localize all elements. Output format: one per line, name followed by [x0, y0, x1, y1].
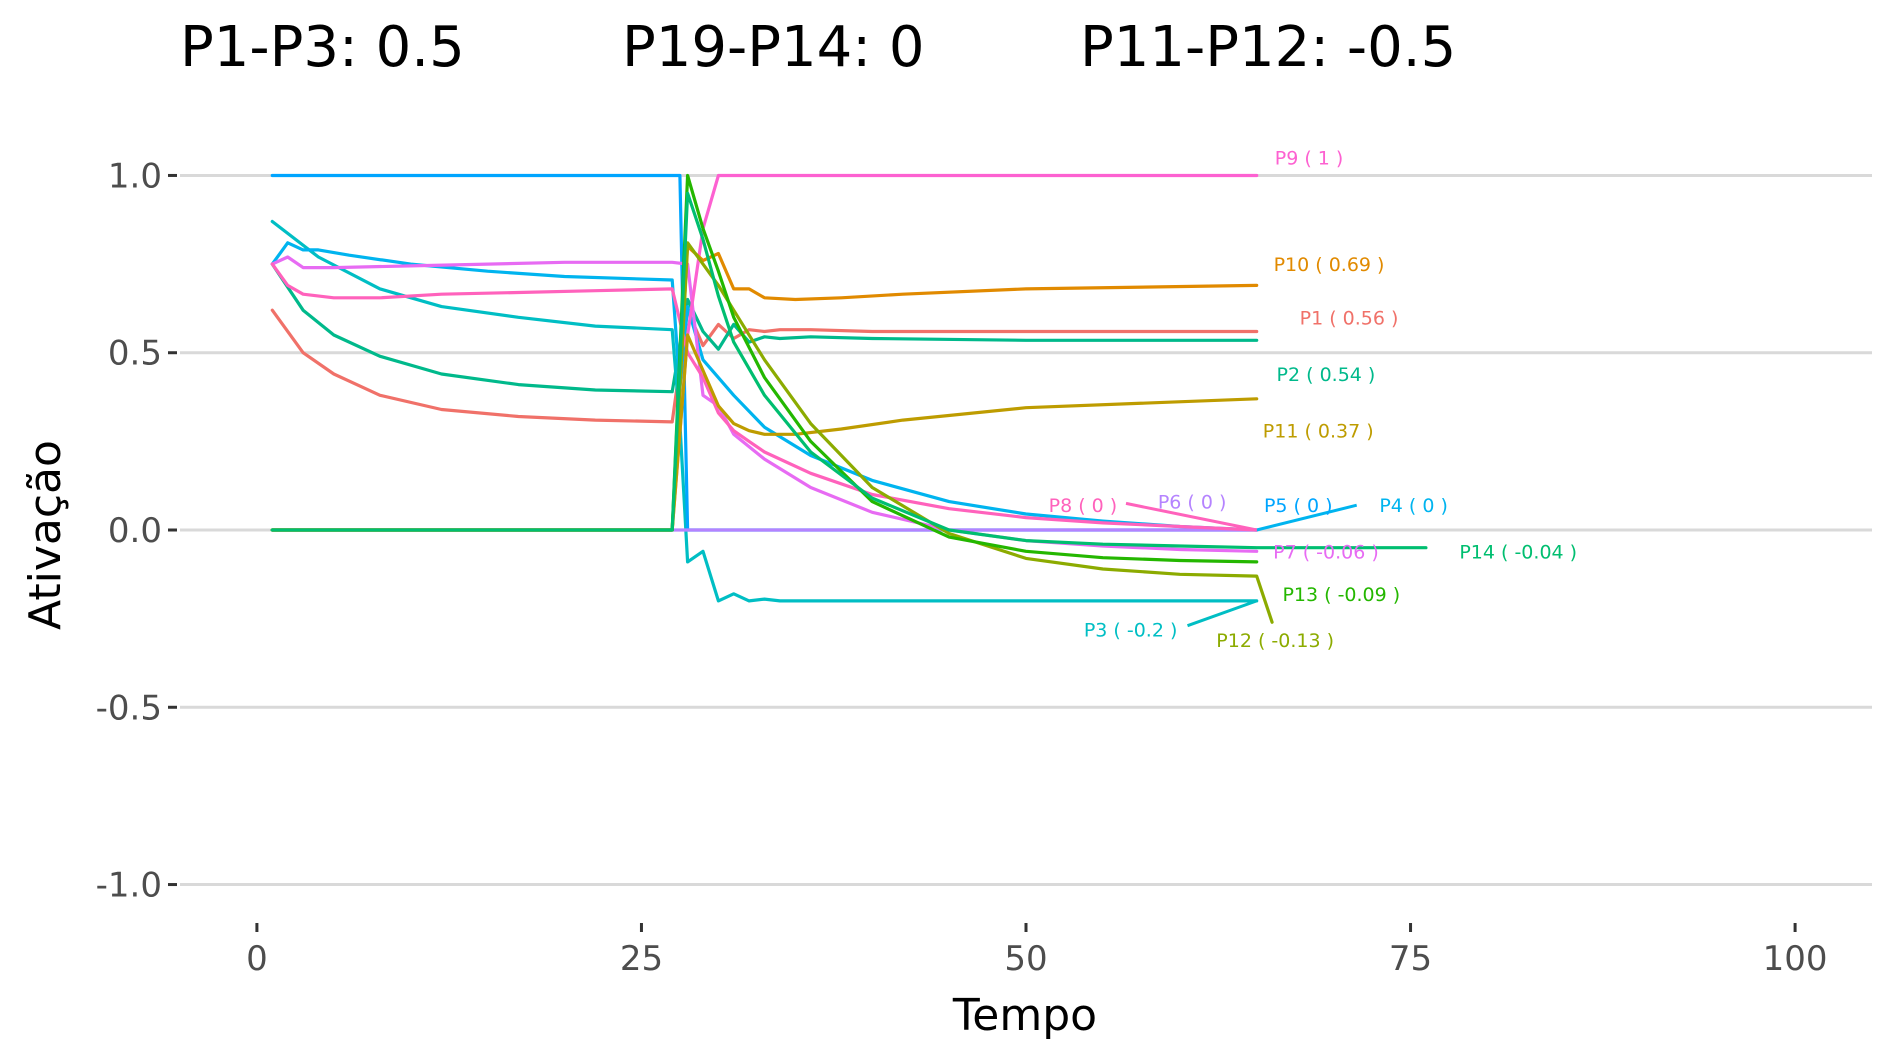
series-lines [270, 173, 1428, 624]
series-label-p11: P11 ( 0.37 ) [1263, 421, 1374, 443]
series-label-p12: P12 ( -0.13 ) [1216, 630, 1334, 652]
series-labels: P1 ( 0.56 ) P2 ( 0.54 ) P3 ( -0.2 ) P4 ( 0 … [1049, 148, 1577, 652]
series-line-p8 [270, 262, 1259, 532]
title-part-p1-p3: P1-P3: 0.5 [180, 15, 465, 80]
x-tick-label: 25 [620, 939, 663, 979]
series-line-p12 [270, 241, 1274, 624]
y-tick-label: 1.0 [108, 156, 162, 196]
title-part-p11-p12: P11-P12: -0.5 [1080, 15, 1456, 80]
x-tick-label: 0 [246, 939, 268, 979]
series-label-p4: P4 ( 0 ) [1379, 495, 1448, 517]
series-label-p1: P1 ( 0.56 ) [1300, 307, 1399, 329]
series-label-p9: P9 ( 1 ) [1275, 148, 1344, 170]
series-label-p5: P5 ( 0 ) [1264, 495, 1333, 517]
series-label-p8: P8 ( 0 ) [1049, 495, 1118, 517]
series-line-p3 [270, 219, 1259, 603]
leader-line-p8 [1125, 501, 1257, 532]
series-line-p4 [270, 241, 1259, 532]
series-label-p7: P7 ( -0.06 ) [1273, 541, 1379, 563]
series-label-p14: P14 ( -0.04 ) [1459, 541, 1577, 563]
series-line-p13 [270, 173, 1259, 564]
x-axis: 0 25 50 75 100 [246, 923, 1828, 979]
y-tick-label: -1.0 [96, 866, 162, 906]
y-tick-label: 0.0 [108, 511, 162, 551]
title-part-p19-p14: P19-P14: 0 [622, 15, 925, 80]
label-leaders [1125, 501, 1358, 628]
series-line-p11 [270, 333, 1259, 532]
y-axis: -1.0 -0.5 0.0 0.5 1.0 [96, 156, 177, 906]
x-tick-label: 50 [1004, 939, 1047, 979]
series-label-p13: P13 ( -0.09 ) [1282, 584, 1400, 606]
series-label-p6: P6 ( 0 ) [1158, 492, 1227, 514]
y-tick-label: 0.5 [108, 334, 162, 374]
x-axis-title: Tempo [952, 990, 1097, 1041]
series-line-p1 [270, 308, 1259, 424]
series-line-p14 [270, 191, 1428, 550]
series-label-p3: P3 ( -0.2 ) [1084, 619, 1178, 641]
y-tick-label: -0.5 [96, 688, 162, 728]
series-line-p10 [270, 244, 1259, 532]
series-line-p2 [270, 262, 1259, 394]
x-tick-label: 75 [1389, 939, 1432, 979]
leader-line-p3 [1186, 599, 1258, 628]
series-label-p2: P2 ( 0.54 ) [1277, 364, 1376, 386]
y-axis-title: Ativação [20, 440, 71, 630]
series-label-p10: P10 ( 0.69 ) [1274, 254, 1385, 276]
x-tick-label: 100 [1763, 939, 1828, 979]
chart-title: P1-P3: 0.5 P19-P14: 0 P11-P12: -0.5 [180, 15, 1456, 80]
leader-line-p4 [1256, 503, 1358, 532]
